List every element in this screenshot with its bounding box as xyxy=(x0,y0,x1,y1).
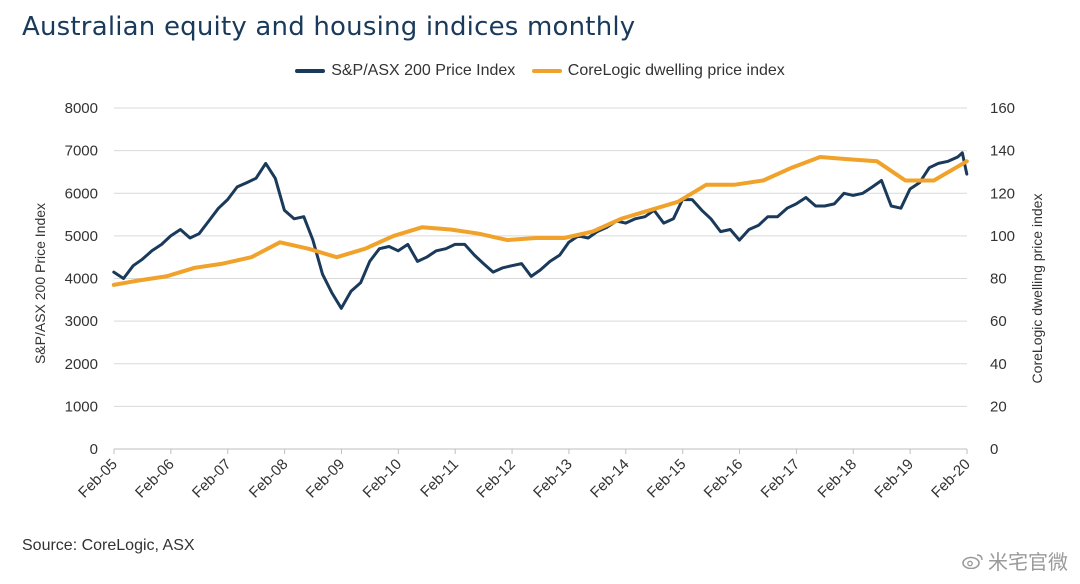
y-right-tick-label: 20 xyxy=(990,398,1007,415)
y-left-tick-label: 7000 xyxy=(65,143,98,160)
watermark-text: 米宅官微 xyxy=(988,552,1068,574)
x-tick-label: Feb-16 xyxy=(701,456,747,502)
x-tick-label: Feb-05 xyxy=(75,456,121,502)
y-left-tick-label: 0 xyxy=(90,441,98,458)
x-tick-label: Feb-12 xyxy=(473,456,519,502)
x-tick-label: Feb-13 xyxy=(530,456,576,502)
y-right-tick-label: 60 xyxy=(990,313,1007,330)
y-right-tick-label: 40 xyxy=(990,356,1007,373)
legend: S&P/ASX 200 Price Index CoreLogic dwelli… xyxy=(0,60,1080,80)
y-left-tick-label: 3000 xyxy=(65,313,98,330)
y-right-tick-label: 0 xyxy=(990,441,998,458)
weibo-icon xyxy=(962,553,983,569)
source-note: Source: CoreLogic, ASX xyxy=(22,537,195,554)
legend-label-equity: S&P/ASX 200 Price Index xyxy=(331,62,516,79)
x-tick-label: Feb-18 xyxy=(814,456,860,502)
y-left-axis-title: S&P/ASX 200 Price Index xyxy=(32,203,48,364)
series-line-housing xyxy=(111,155,969,287)
legend-item-housing: CoreLogic dwelling price index xyxy=(531,62,785,80)
legend-item-equity: S&P/ASX 200 Price Index xyxy=(295,62,515,80)
x-tick-label: Feb-09 xyxy=(303,456,349,502)
x-tick-label: Feb-15 xyxy=(644,456,690,502)
y-right-tick-label: 140 xyxy=(990,143,1015,160)
x-tick-label: Feb-08 xyxy=(246,456,292,502)
legend-label-housing: CoreLogic dwelling price index xyxy=(567,62,785,79)
y-left-tick-label: 5000 xyxy=(65,228,98,245)
y-left-tick-label: 8000 xyxy=(65,100,98,117)
y-left-tick-label: 6000 xyxy=(65,185,98,202)
series-line-equity xyxy=(112,151,969,310)
x-tick-label: Feb-06 xyxy=(132,456,178,502)
y-right-tick-label: 160 xyxy=(990,100,1015,117)
y-left-tick-label: 2000 xyxy=(65,356,98,373)
x-tick-label: Feb-11 xyxy=(417,456,462,501)
x-tick-label: Feb-19 xyxy=(871,456,917,502)
legend-swatch-equity xyxy=(295,69,326,73)
y-right-tick-label: 80 xyxy=(990,271,1007,288)
x-tick-label: Feb-10 xyxy=(360,456,406,502)
y-right-tick-label: 120 xyxy=(990,185,1015,202)
y-right-tick-label: 100 xyxy=(990,228,1015,245)
y-right-axis-title: CoreLogic dwelling price index xyxy=(1029,194,1045,384)
y-left-tick-label: 4000 xyxy=(65,271,98,288)
x-tick-label: Feb-14 xyxy=(587,456,633,502)
legend-swatch-housing xyxy=(531,69,562,73)
y-left-tick-label: 1000 xyxy=(65,398,98,415)
x-tick-label: Feb-07 xyxy=(189,456,235,502)
x-tick-label: Feb-17 xyxy=(758,456,804,502)
chart-title: Australian equity and housing indices mo… xyxy=(22,12,636,42)
x-tick-label: Feb-20 xyxy=(928,456,974,502)
watermark: 米宅官微 xyxy=(962,546,1068,575)
